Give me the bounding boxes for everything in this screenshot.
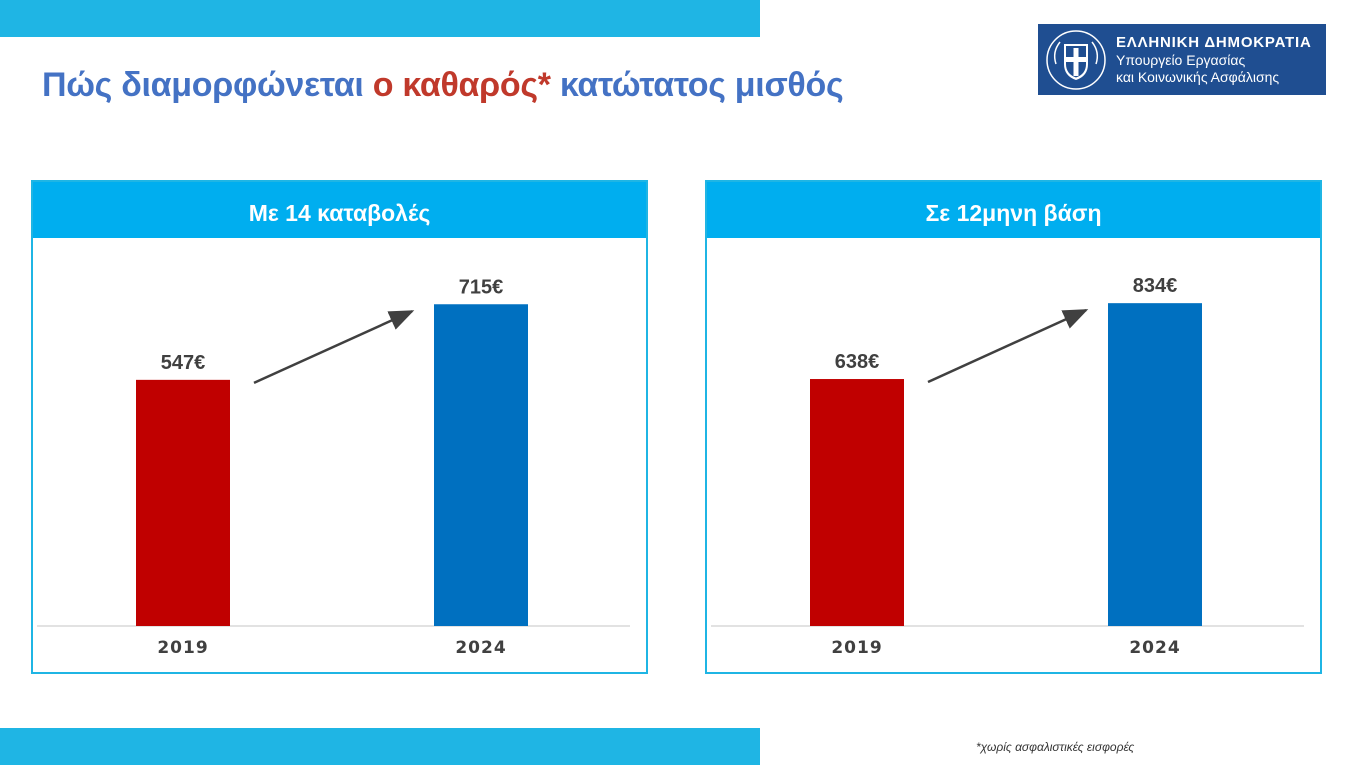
bar-2019 (136, 379, 230, 626)
chart-panel-header: Σε 12μηνη βάση (707, 182, 1320, 238)
data-label: 547€ (161, 352, 206, 374)
title-highlight: ο καθαρός* (372, 66, 551, 104)
x-tick-label: 2019 (831, 638, 882, 658)
data-label: 638€ (835, 351, 880, 373)
logo-ministry-line-1: Υπουργείο Εργασίας (1116, 51, 1246, 68)
data-label: 834€ (1133, 275, 1178, 297)
growth-arrow-icon (927, 309, 1089, 384)
chart-panel-14-payments: Με 14 καταβολές 547€ 2019 715€ 2024 (31, 180, 648, 674)
footnote: *χωρίς ασφαλιστικές εισφορές (976, 740, 1135, 754)
growth-arrow-icon (253, 310, 415, 384)
bar-chart: 638€ 2019 834€ 2024 (711, 275, 1304, 658)
bar-chart: 547€ 2019 715€ 2024 (37, 276, 630, 658)
title-part-3: κατώτατος μισθός (559, 66, 844, 104)
ministry-logo: ΕΛΛΗΝΙΚΗ ΔΗΜΟΚΡΑΤΙΑ Υπουργείο Εργασίας κ… (1038, 24, 1326, 95)
x-tick-label: 2019 (157, 638, 208, 658)
data-label: 715€ (459, 276, 504, 298)
top-accent-band (0, 0, 760, 37)
logo-title: ΕΛΛΗΝΙΚΗ ΔΗΜΟΚΡΑΤΙΑ (1116, 33, 1312, 51)
bottom-accent-band (0, 728, 760, 765)
chart-panel-12-month: Σε 12μηνη βάση 638€ 2019 834€ 2024 (705, 180, 1322, 674)
bar-2019 (810, 379, 904, 626)
x-tick-label: 2024 (455, 638, 506, 658)
chart-panel-header: Με 14 καταβολές (33, 182, 646, 238)
x-tick-label: 2024 (1129, 638, 1180, 658)
page-title: Πώς διαμορφώνεται ο καθαρός* κατώτατος μ… (42, 66, 844, 105)
greek-coat-of-arms-icon (1046, 29, 1106, 90)
logo-ministry-line-2: και Κοινωνικής Ασφάλισης (1116, 68, 1280, 85)
title-part-1: Πώς διαμορφώνεται (42, 66, 364, 104)
bar-2024 (434, 304, 528, 626)
bar-2024 (1108, 303, 1202, 626)
